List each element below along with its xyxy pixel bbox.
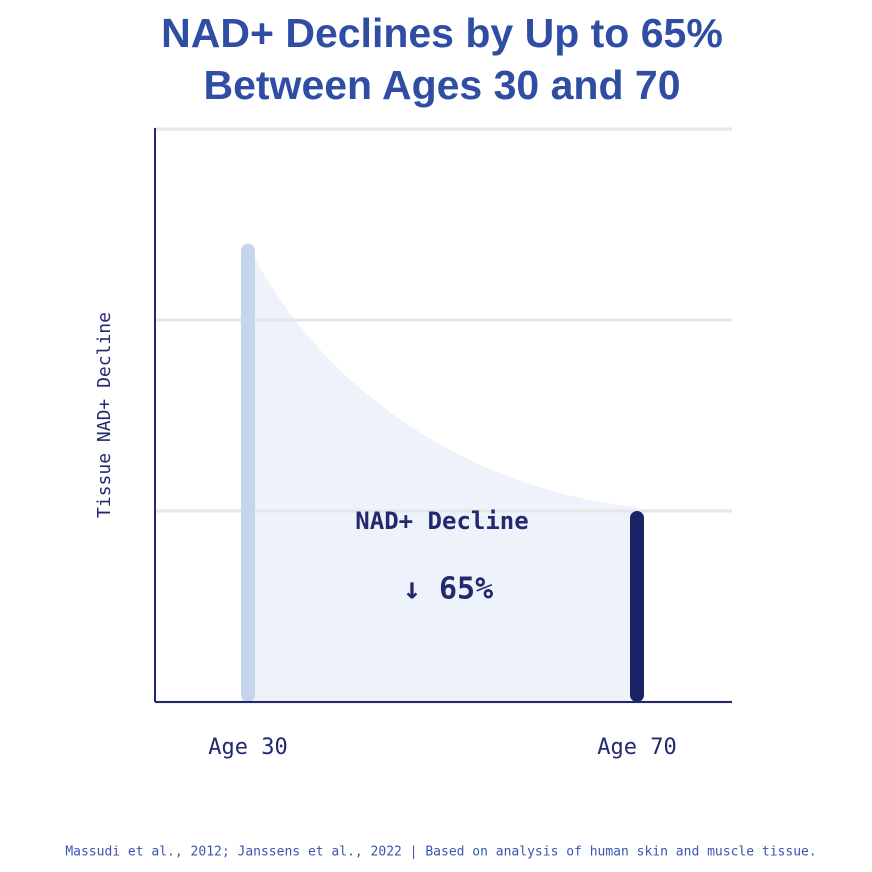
x-tick-label: Age 30 bbox=[208, 735, 287, 760]
bar bbox=[241, 243, 255, 702]
decline-area bbox=[248, 245, 637, 702]
annotation-value: ↓ 65% bbox=[403, 572, 493, 607]
x-tick-label: Age 70 bbox=[597, 735, 676, 760]
source-note: Massudi et al., 2012; Janssens et al., 2… bbox=[65, 845, 816, 860]
chart-title: NAD+ Declines by Up to 65% bbox=[161, 10, 723, 56]
bar bbox=[630, 511, 644, 702]
y-axis-label: Tissue NAD+ Decline bbox=[94, 312, 115, 518]
chart-title: Between Ages 30 and 70 bbox=[203, 62, 680, 108]
annotation-label: NAD+ Decline bbox=[355, 507, 528, 535]
